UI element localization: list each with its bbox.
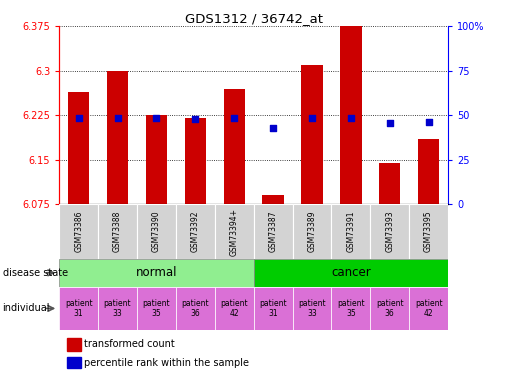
Bar xyxy=(293,204,332,259)
Text: GSM73391: GSM73391 xyxy=(347,211,355,252)
Bar xyxy=(224,88,245,204)
Text: patient
35: patient 35 xyxy=(337,299,365,318)
Point xyxy=(191,116,199,122)
Bar xyxy=(67,338,81,351)
Bar xyxy=(137,287,176,330)
Bar xyxy=(67,357,81,368)
Text: GSM73395: GSM73395 xyxy=(424,211,433,252)
Point xyxy=(152,115,161,121)
Text: patient
42: patient 42 xyxy=(415,299,442,318)
Text: GSM73392: GSM73392 xyxy=(191,211,200,252)
Bar xyxy=(262,195,284,204)
Text: percentile rank within the sample: percentile rank within the sample xyxy=(84,358,249,368)
Text: patient
31: patient 31 xyxy=(259,299,287,318)
Point xyxy=(230,115,238,121)
Bar xyxy=(253,287,293,330)
Title: GDS1312 / 36742_at: GDS1312 / 36742_at xyxy=(185,12,322,25)
Bar xyxy=(59,204,98,259)
Bar xyxy=(253,204,293,259)
Point xyxy=(308,115,316,121)
Bar xyxy=(184,118,206,204)
Bar xyxy=(137,204,176,259)
Bar xyxy=(107,71,128,204)
Text: GSM73389: GSM73389 xyxy=(307,211,316,252)
Text: GSM73388: GSM73388 xyxy=(113,211,122,252)
Bar xyxy=(253,259,448,287)
Text: patient
31: patient 31 xyxy=(65,299,93,318)
Bar xyxy=(68,92,90,204)
Text: patient
33: patient 33 xyxy=(104,299,131,318)
Text: GSM73387: GSM73387 xyxy=(269,211,278,252)
Text: patient
35: patient 35 xyxy=(143,299,170,318)
Point xyxy=(347,115,355,121)
Bar xyxy=(146,115,167,204)
Point xyxy=(386,120,394,126)
Point xyxy=(75,115,83,121)
Text: GSM73386: GSM73386 xyxy=(74,211,83,252)
Text: individual: individual xyxy=(3,303,50,313)
Bar xyxy=(370,204,409,259)
Bar xyxy=(59,287,98,330)
Bar xyxy=(293,287,332,330)
Text: GSM73394+: GSM73394+ xyxy=(230,207,238,256)
Text: disease state: disease state xyxy=(3,268,67,278)
Text: patient
33: patient 33 xyxy=(298,299,326,318)
Bar xyxy=(59,259,253,287)
Bar xyxy=(332,287,370,330)
Bar xyxy=(332,204,370,259)
Text: normal: normal xyxy=(135,266,177,279)
Text: cancer: cancer xyxy=(331,266,371,279)
Bar xyxy=(301,65,323,204)
Bar xyxy=(176,287,215,330)
Bar xyxy=(340,26,362,204)
Bar xyxy=(176,204,215,259)
Bar xyxy=(409,204,448,259)
Text: patient
36: patient 36 xyxy=(376,299,404,318)
Text: GSM73393: GSM73393 xyxy=(385,211,394,252)
Bar xyxy=(215,204,253,259)
Bar xyxy=(98,204,137,259)
Text: transformed count: transformed count xyxy=(84,339,175,349)
Bar xyxy=(215,287,253,330)
Point xyxy=(113,115,122,121)
Bar xyxy=(98,287,137,330)
Point xyxy=(424,118,433,124)
Bar xyxy=(418,139,439,204)
Bar xyxy=(370,287,409,330)
Text: patient
36: patient 36 xyxy=(181,299,209,318)
Text: GSM73390: GSM73390 xyxy=(152,211,161,252)
Point xyxy=(269,125,277,131)
Bar xyxy=(409,287,448,330)
Bar xyxy=(379,163,401,204)
Text: patient
42: patient 42 xyxy=(220,299,248,318)
